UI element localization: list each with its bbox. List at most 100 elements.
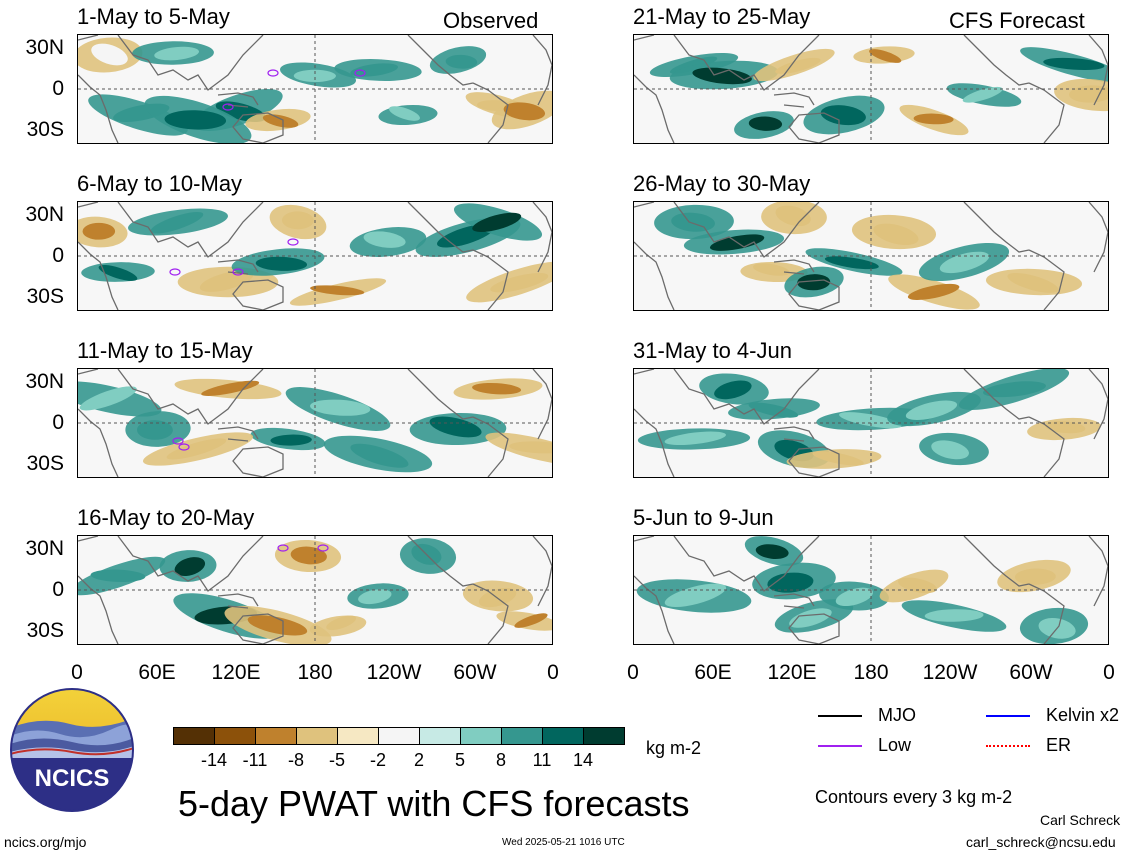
lon-label-120e: 120E (211, 661, 261, 684)
lat-label-30s: 30S (26, 118, 64, 141)
legend-line-er (986, 745, 1030, 747)
pwat-map (78, 536, 552, 644)
low-contour (172, 437, 184, 445)
colorbar-cell (542, 727, 584, 745)
colorbar-cell (173, 727, 215, 745)
lon-label-60w: 60W (453, 661, 497, 684)
lat-label-0: 0 (52, 244, 64, 267)
lon-label-60w: 60W (1009, 661, 1053, 684)
colorbar-tick-label: -14 (200, 750, 227, 770)
map-panel (633, 535, 1109, 645)
colorbar-tick-label: -8 (287, 750, 304, 770)
panel-title-7: 31-May to 4-Jun (633, 338, 792, 363)
low-contour (277, 544, 289, 552)
lon-label-180: 180 (853, 661, 889, 684)
page-title: 5-day PWAT with CFS forecasts (178, 783, 690, 824)
coastlines (634, 536, 1108, 644)
colorbar-tick-label: -11 (242, 750, 268, 770)
map-panel (633, 34, 1109, 144)
panel-title-8: 5-Jun to 9-Jun (633, 505, 774, 530)
coastlines (634, 369, 1108, 477)
pwat-map (634, 536, 1108, 644)
pwat-anomaly-field (78, 203, 552, 306)
pwat-map (634, 202, 1108, 310)
ncics-logo: NCICS (10, 688, 134, 812)
coastlines (78, 369, 552, 477)
lat-label-30s: 30S (26, 619, 64, 642)
lon-label-0: 0 (627, 661, 639, 684)
panel-title-2: 6-May to 10-May (77, 171, 243, 196)
colorbar-cell (296, 727, 338, 745)
contours-note: Contours every 3 kg m-2 (815, 787, 1013, 807)
lon-label-0: 0 (71, 661, 83, 684)
lon-label-0: 0 (547, 661, 559, 684)
lat-label-0: 0 (52, 411, 64, 434)
coastlines (78, 202, 552, 310)
legend-line-kelvin (986, 715, 1030, 717)
colorbar-cell (378, 727, 420, 745)
pwat-map (634, 369, 1108, 477)
lon-label-120e: 120E (767, 661, 817, 684)
lat-label-30n: 30N (25, 36, 64, 59)
map-panel (633, 201, 1109, 311)
low-contour (232, 268, 244, 276)
panel-title-5: 21-May to 25-May (633, 4, 811, 29)
legend-label-mjo: MJO (878, 705, 916, 725)
colorbar-tick-label: -5 (328, 750, 345, 770)
colorbar-tick-label: 14 (572, 750, 594, 770)
lon-label-120w: 120W (922, 661, 978, 684)
lon-label-60e: 60E (694, 661, 732, 684)
pwat-map (78, 369, 552, 477)
lat-label-30s: 30S (26, 452, 64, 475)
lat-label-30n: 30N (25, 370, 64, 393)
coastlines (634, 202, 1108, 310)
map-panel (633, 368, 1109, 478)
coastlines (78, 536, 552, 644)
low-contour (222, 103, 234, 111)
legend-label-low: Low (878, 735, 912, 755)
panel-title-4: 16-May to 20-May (77, 505, 255, 530)
low-contour (169, 268, 181, 276)
footer-timestamp: Wed 2025-05-21 1016 UTC (502, 837, 625, 848)
observed-label: Observed (443, 8, 539, 33)
low-contour (287, 238, 299, 246)
lon-label-180: 180 (297, 661, 333, 684)
colorbar-cell (214, 727, 256, 745)
panel-title-6: 26-May to 30-May (633, 171, 811, 196)
panel-title-3: 11-May to 15-May (77, 338, 253, 363)
colorbar-cell (337, 727, 379, 745)
pwat-anomaly-field (78, 378, 552, 473)
footer-url: ncics.org/mjo (4, 834, 87, 850)
lat-label-0: 0 (52, 578, 64, 601)
coastlines (78, 35, 552, 143)
map-panel (77, 201, 553, 311)
map-panel (77, 368, 553, 478)
legend-line-low (818, 745, 862, 747)
colorbar-tick-label: 2 (413, 750, 424, 770)
colorbar-cell (460, 727, 502, 745)
pwat-map (78, 202, 552, 310)
map-panel (77, 535, 553, 645)
low-contour (178, 443, 190, 451)
legend-label-er: ER (1046, 735, 1072, 755)
pwat-map (634, 35, 1108, 143)
lat-label-30s: 30S (26, 285, 64, 308)
colorbar-tick-label: 8 (495, 750, 506, 770)
coastlines (634, 35, 1108, 143)
low-contour (354, 69, 366, 77)
pwat-map (78, 35, 552, 143)
pwat-anomaly-field (636, 536, 1089, 644)
pwat-anomaly-field (637, 369, 1101, 469)
lon-label-120w: 120W (366, 661, 422, 684)
low-contour (317, 544, 329, 552)
lon-label-0: 0 (1103, 661, 1115, 684)
legend-line-mjo (818, 715, 862, 717)
colorbar-cell (419, 727, 461, 745)
pwat-anomaly-field (78, 538, 552, 644)
pwat-anomaly-field (654, 202, 1083, 310)
pwat-anomaly-field (78, 37, 552, 143)
colorbar-cell (583, 727, 625, 745)
colorbar-tick-label: -2 (369, 750, 386, 770)
colorbar-cell (501, 727, 543, 745)
lat-label-0: 0 (52, 77, 64, 100)
